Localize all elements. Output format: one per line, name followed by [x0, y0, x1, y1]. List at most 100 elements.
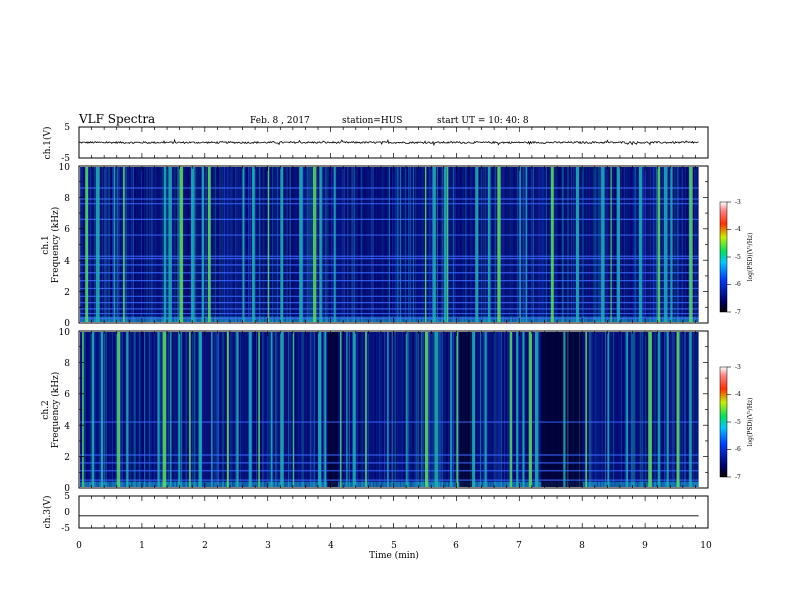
spectrogram-noise-column — [361, 167, 363, 322]
faint-streak — [684, 332, 685, 487]
faint-streak — [517, 167, 519, 322]
spectrogram-noise-column — [478, 332, 480, 487]
sferic-burst — [657, 167, 661, 322]
ch2-freq-tick-4: 4 — [64, 422, 70, 432]
spectrogram-noise-column — [233, 332, 235, 487]
spectrogram-noise-column — [304, 167, 306, 322]
spectrogram-noise-column — [355, 332, 357, 487]
faint-streak — [217, 332, 219, 487]
spectrogram-noise-column — [446, 332, 448, 487]
faint-streak — [134, 332, 136, 487]
faint-streak — [394, 332, 396, 487]
spectrogram-noise-column — [424, 167, 426, 322]
xtick-10: 10 — [700, 541, 712, 551]
spectrogram-noise-column — [596, 167, 598, 322]
faint-streak — [97, 167, 99, 322]
spectrogram-noise-column — [684, 167, 686, 322]
faint-streak — [146, 167, 148, 322]
faint-streak — [571, 167, 572, 322]
spectrogram-noise-column — [110, 332, 112, 487]
spectrogram-noise-column — [649, 167, 651, 322]
spectrogram-noise-column — [676, 167, 678, 322]
spectrogram-noise-column — [417, 332, 419, 487]
ch1-waveform-panel: 5 -5 ch.1(V) — [42, 123, 709, 164]
spectrogram-noise-column — [307, 167, 309, 322]
spectrogram-noise-column — [187, 332, 189, 487]
sferic-burst — [484, 332, 487, 487]
spectrogram-noise-column — [697, 332, 699, 487]
spectrogram-noise-column — [241, 167, 243, 322]
sferic-burst — [190, 167, 195, 322]
sferic-burst — [251, 167, 255, 322]
spectrogram-noise-column — [598, 332, 600, 487]
spectrogram-noise-column — [102, 167, 104, 322]
ch3-ytick-bottom: -5 — [61, 524, 70, 534]
spectrogram-noise-column — [507, 167, 509, 322]
spectrogram-noise-column — [184, 167, 186, 322]
spectrogram-noise-column — [204, 332, 206, 487]
spectrogram-noise-column — [529, 167, 531, 322]
sferic-burst — [157, 332, 160, 487]
spectrogram-noise-column — [388, 167, 390, 322]
spectrogram-noise-column — [515, 167, 517, 322]
spectrogram-noise-column — [568, 167, 570, 322]
spectrogram-noise-column — [184, 332, 186, 487]
spectrogram-quiet-gap — [459, 332, 473, 487]
faint-streak — [634, 167, 636, 322]
spectrogram-noise-column — [609, 167, 611, 322]
faint-streak — [494, 167, 496, 322]
spectrogram-noise-column — [84, 332, 86, 487]
spectrogram-noise-column — [441, 167, 443, 322]
spectrogram-noise-column — [206, 167, 208, 322]
spectrogram-noise-column — [318, 167, 320, 322]
sferic-burst — [168, 167, 172, 322]
spectrogram-noise-column — [401, 332, 403, 487]
spectrogram-noise-column — [297, 332, 299, 487]
spectrogram-noise-column — [619, 332, 621, 487]
spectrogram-noise-column — [153, 332, 155, 487]
spectrogram-noise-column — [398, 167, 400, 322]
sferic-burst — [226, 332, 229, 487]
header-date: Feb. 8 , 2017 — [250, 116, 310, 126]
faint-streak — [178, 167, 180, 322]
faint-streak — [262, 332, 264, 487]
spectrogram-noise-column — [366, 167, 368, 322]
spectrogram-noise-column — [488, 332, 490, 487]
spectrogram-noise-column — [137, 167, 139, 322]
spectrogram-noise-column — [142, 167, 144, 322]
spectrogram-noise-column — [454, 167, 456, 322]
sferic-burst — [446, 167, 449, 322]
spectrogram-noise-column — [108, 332, 110, 487]
spectrogram-noise-column — [177, 332, 179, 487]
sferic-burst — [189, 332, 191, 487]
spectrogram-noise-column — [153, 167, 155, 322]
faint-streak — [432, 332, 434, 487]
spectrogram-noise-column — [308, 167, 310, 322]
spectrogram-noise-column — [228, 167, 230, 322]
spectrogram-noise-column — [652, 167, 654, 322]
spectrogram-noise-column — [588, 332, 590, 487]
spectrogram-noise-column — [128, 167, 130, 322]
sferic-burst — [670, 167, 673, 322]
spectrogram-noise-column — [89, 167, 91, 322]
spectrogram-noise-column — [369, 167, 371, 322]
spectrogram-noise-column — [217, 332, 219, 487]
faint-streak — [538, 332, 540, 487]
spectrogram-noise-column — [572, 167, 574, 322]
spectrogram-noise-column — [339, 167, 341, 322]
spectrogram-noise-column — [465, 167, 467, 322]
spectrogram-noise-column — [252, 332, 254, 487]
spectrogram-noise-column — [470, 167, 472, 322]
spectrogram-noise-column — [144, 332, 146, 487]
faint-streak — [85, 167, 87, 322]
spectrogram-noise-column — [299, 332, 301, 487]
spectrogram-noise-column — [385, 167, 387, 322]
faint-streak — [490, 167, 492, 322]
spectrogram-noise-column — [148, 332, 150, 487]
sferic-burst — [258, 332, 260, 487]
faint-streak — [522, 332, 524, 487]
sferic-burst — [610, 167, 612, 322]
spectrogram-noise-column — [347, 332, 349, 487]
faint-streak — [481, 167, 482, 322]
ch1-waveform-trace — [78, 138, 699, 147]
